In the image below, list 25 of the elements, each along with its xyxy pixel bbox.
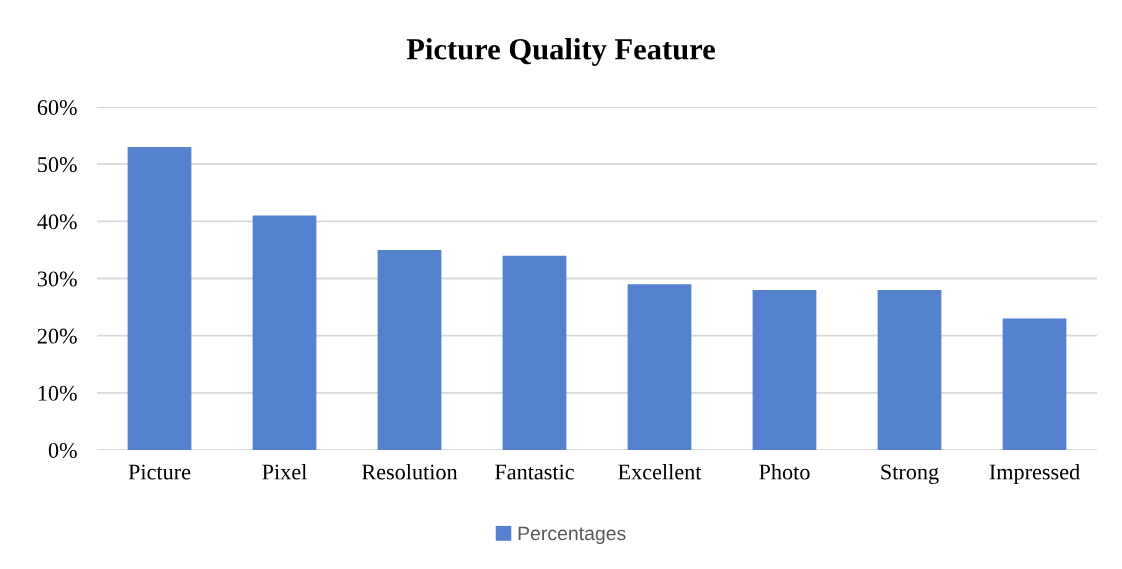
y-tick-label: 30% <box>37 271 77 287</box>
x-tick-label: Picture <box>128 464 191 480</box>
bar <box>627 284 692 450</box>
bar <box>877 289 942 450</box>
x-tick-label: Excellent <box>618 463 702 480</box>
bar <box>752 289 817 450</box>
bar <box>377 249 442 450</box>
x-tick-label: Strong <box>881 464 939 485</box>
y-tick-label: 0% <box>48 442 77 458</box>
chart-title: Picture Quality Feature <box>406 38 715 66</box>
x-tick-label: Photo <box>759 463 810 480</box>
y-tick-label: 60% <box>37 99 77 115</box>
bar <box>502 255 567 450</box>
y-tick-label: 10% <box>38 385 77 401</box>
x-tick-label: Pixel <box>262 463 307 480</box>
legend-label: Percentages <box>518 526 626 545</box>
x-tick-label: Resolution <box>361 463 458 480</box>
y-tick-label: 20% <box>37 328 77 344</box>
bar <box>1002 318 1067 450</box>
y-tick-label: 50% <box>38 157 77 173</box>
x-tick-label: Impressed <box>989 463 1080 485</box>
bar <box>252 215 317 450</box>
y-tick-label: 40% <box>37 214 77 230</box>
x-tick-label: Fantastic <box>495 464 574 480</box>
bar <box>127 147 192 450</box>
